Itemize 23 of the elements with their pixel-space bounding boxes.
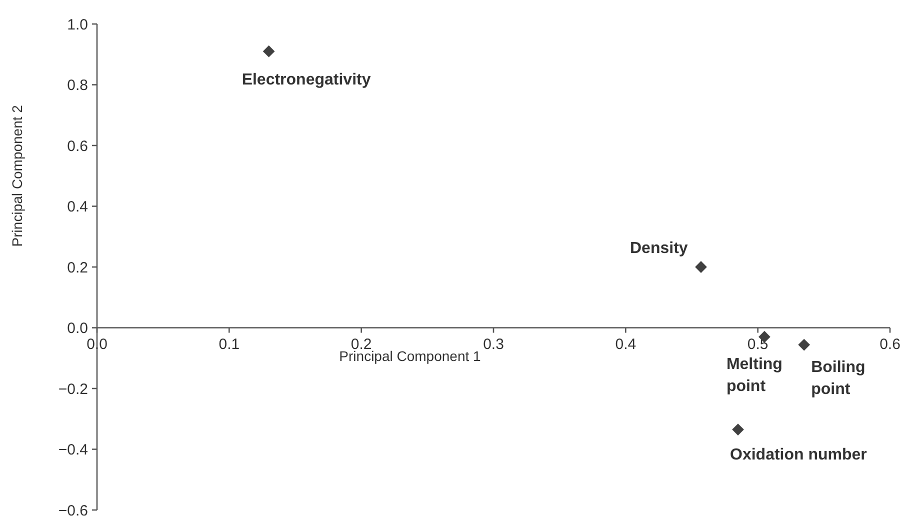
annotation: Oxidation number <box>730 446 867 464</box>
y-tick-label: 0.8 <box>67 77 88 94</box>
annotation: Density <box>630 240 688 257</box>
point <box>798 338 810 351</box>
y-tick-label: 1.0 <box>67 16 88 34</box>
y-tick-label: −0.4 <box>58 442 88 458</box>
point <box>695 261 707 273</box>
annotation: Melting point <box>726 356 782 395</box>
x-tick-label: 0.6 <box>880 336 900 353</box>
y-tick-label: 0.4 <box>67 198 88 216</box>
y-tick-label: −0.6 <box>58 502 88 519</box>
x-tick-label: 0.1 <box>218 336 240 353</box>
annotation: Boiling point <box>811 358 866 398</box>
x-tick-label: 0.3 <box>483 336 504 353</box>
y-tick-label: 0.6 <box>67 138 88 155</box>
annotation: Electronegativity <box>242 71 371 88</box>
point <box>732 424 744 436</box>
x-tick-label: 0.4 <box>615 336 636 353</box>
point <box>262 45 275 58</box>
y-tick-label: −0.2 <box>58 380 88 398</box>
y-tick-label: 0.0 <box>67 320 88 337</box>
y-tick-label: 0.2 <box>67 259 88 276</box>
y-axis-title: Principal Component 2 <box>9 104 25 247</box>
